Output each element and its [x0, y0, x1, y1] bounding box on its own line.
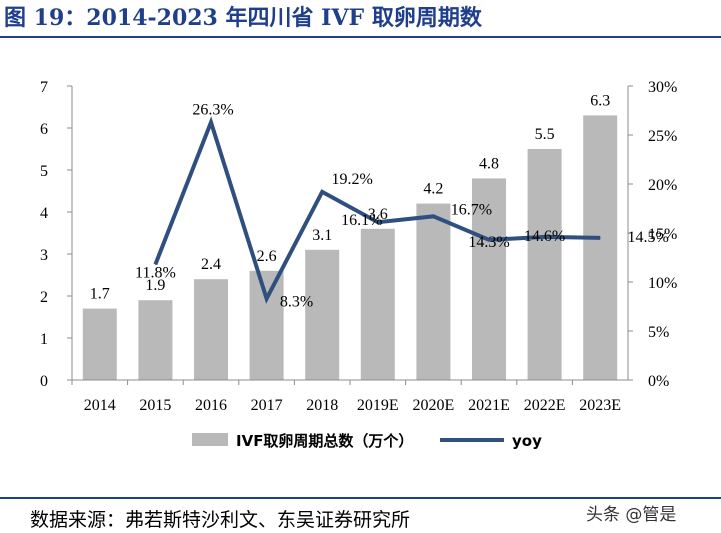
right-tick-label: 15% [648, 226, 677, 243]
x-tick-label: 2023E [579, 397, 621, 414]
x-tick-label: 2017 [251, 397, 283, 414]
legend-bar-label: IVF取卵周期总数（万个） [236, 432, 413, 450]
bar-data-label: 3.1 [312, 227, 332, 244]
bar [305, 249, 340, 380]
yoy-data-label: 11.8% [135, 264, 176, 281]
x-tick-label: 2018 [306, 397, 338, 414]
bar [527, 149, 562, 380]
right-tick-label: 25% [648, 128, 677, 145]
left-tick-label: 5 [40, 163, 48, 180]
bar-data-label: 2.4 [201, 256, 221, 273]
yoy-data-label: 8.3% [280, 294, 313, 311]
x-axis-tick-labels: 2014 2015 2016 2017 2018 2019E 2020E 2021E 2022E… [71, 379, 628, 414]
bar-data-label: 4.2 [423, 181, 443, 198]
yoy-point [377, 221, 379, 223]
source-divider [0, 497, 721, 499]
bar-series [82, 115, 618, 381]
left-tick-label: 3 [40, 247, 48, 264]
bar [138, 300, 173, 380]
bar [360, 228, 395, 380]
x-tick-label: 2014 [84, 397, 116, 414]
yoy-data-label: 14.5% [628, 229, 669, 246]
yoy-point [321, 191, 323, 193]
watermark: 头条 @管是 [586, 505, 677, 525]
yoy-data-label: 14.3% [468, 234, 509, 251]
legend-line-label: yoy [512, 432, 542, 450]
bar [583, 115, 618, 381]
yoy-data-label: 26.3% [192, 101, 233, 118]
bar [416, 203, 451, 380]
left-tick-label: 2 [40, 289, 48, 306]
yoy-point [544, 236, 546, 238]
yoy-point [599, 237, 601, 239]
yoy-data-label: 16.7% [451, 201, 492, 218]
left-tick-label: 6 [40, 121, 48, 138]
bar [194, 279, 228, 380]
right-tick-label: 20% [648, 177, 677, 194]
x-tick-label: 2016 [195, 397, 227, 414]
bar-data-label: 2.6 [257, 248, 277, 265]
yoy-point [210, 121, 212, 123]
left-tick-label: 0 [40, 373, 48, 390]
bar [472, 178, 506, 380]
x-tick-label: 2022E [524, 397, 566, 414]
bar-data-label: 5.5 [535, 126, 555, 143]
right-axis: 0% 5% 10% 15% 20% 25% 30% [627, 79, 677, 390]
left-axis: 0 1 2 3 4 5 6 7 [40, 79, 73, 390]
bar-data-label: 1.7 [90, 286, 110, 303]
x-tick-label: 2020E [413, 397, 455, 414]
left-tick-label: 4 [40, 205, 48, 222]
yoy-point [154, 263, 156, 265]
yoy-data-label: 14.6% [524, 228, 565, 245]
source-note: 数据来源：弗若斯特沙利文、东吴证券研究所 [30, 509, 411, 531]
right-tick-label: 10% [648, 275, 677, 292]
yoy-point [266, 298, 268, 300]
yoy-point [432, 215, 434, 217]
yoy-line-series [153, 116, 601, 304]
bar [82, 308, 117, 380]
x-tick-label: 2019E [357, 397, 399, 414]
bar-data-label: 6.3 [590, 92, 610, 109]
x-tick-label: 2021E [468, 397, 510, 414]
left-tick-label: 1 [40, 331, 48, 348]
right-tick-label: 30% [648, 79, 677, 96]
yoy-data-labels: 11.8% 26.3% 8.3% 19.2% 16.1% 16.7% 14.3% 14.6% 1… [135, 101, 669, 310]
right-tick-label: 0% [648, 373, 669, 390]
right-tick-label: 5% [648, 324, 669, 341]
yoy-data-label: 19.2% [332, 171, 373, 188]
bar-data-label: 1.9 [145, 277, 165, 294]
bar-data-label: 4.8 [479, 155, 499, 172]
title-divider [0, 36, 721, 38]
chart-title: 图 19：2014-2023 年四川省 IVF 取卵周期数 [4, 5, 482, 31]
legend-bar-swatch [192, 433, 228, 446]
yoy-data-label: 16.1% [341, 212, 382, 229]
bar [249, 270, 284, 380]
bar-data-labels: 1.7 1.92.4 2.63.13.64.24.85.56.3 [90, 92, 610, 302]
left-tick-label: 7 [40, 79, 48, 96]
x-tick-label: 2015 [139, 397, 171, 414]
legend: IVF取卵周期总数（万个） yoy [192, 432, 542, 450]
yoy-point [488, 239, 490, 241]
